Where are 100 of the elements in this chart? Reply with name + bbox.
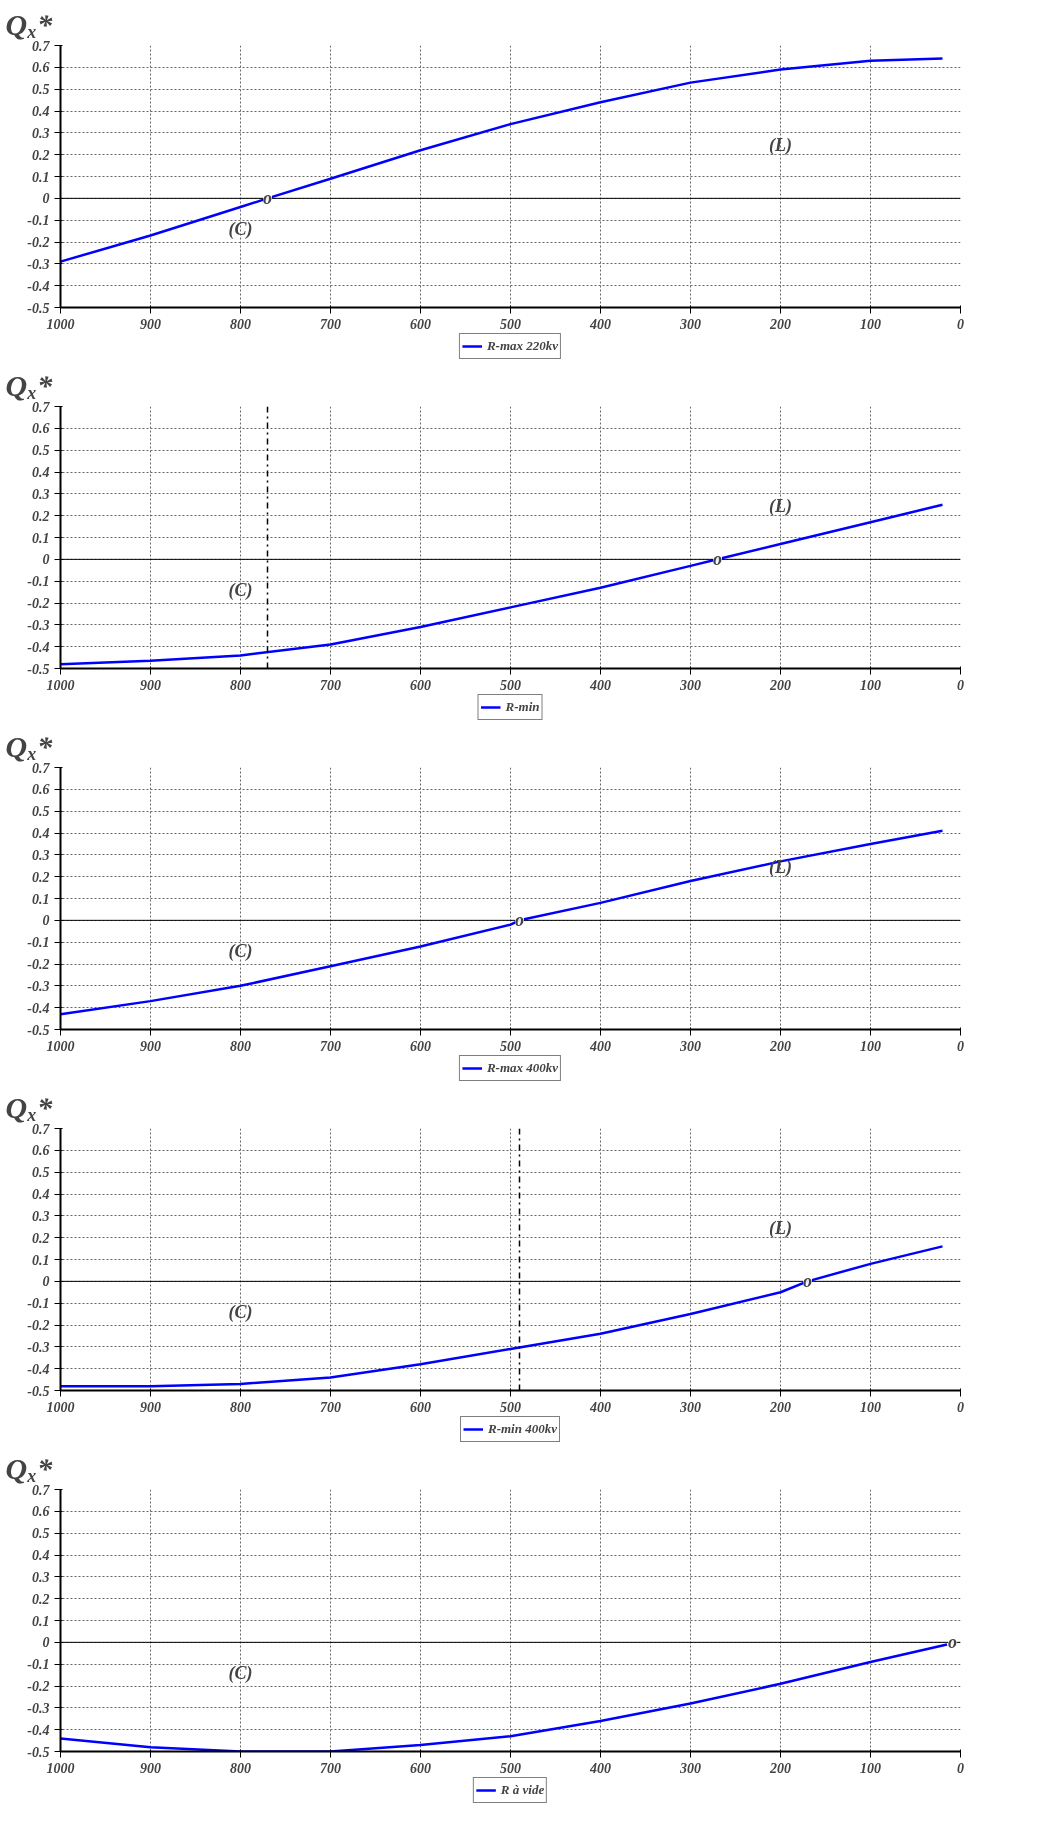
y-tick-label: 0.5 bbox=[32, 1165, 50, 1181]
x-tick-label: 800 bbox=[230, 677, 251, 693]
x-tick-label: 700 bbox=[320, 677, 341, 693]
y-tick-label: 0.3 bbox=[32, 1569, 50, 1585]
legend-label: R à vide bbox=[500, 1782, 545, 1798]
x-tick-label: 1000 bbox=[46, 677, 75, 693]
y-tick-label: -0.3 bbox=[27, 256, 50, 272]
x-tick-label: 600 bbox=[410, 316, 431, 332]
y-tick-label: 0 bbox=[42, 1635, 50, 1651]
annotation: (C) bbox=[228, 218, 253, 240]
y-tick-label: -0.3 bbox=[27, 978, 50, 994]
y-tick-label: 0.4 bbox=[32, 1548, 50, 1563]
x-tick-label: 200 bbox=[769, 1760, 791, 1776]
y-tick-label: 0.7 bbox=[32, 38, 51, 54]
y-tick-label: 0.6 bbox=[32, 782, 50, 798]
x-tick-label: 300 bbox=[679, 1760, 701, 1776]
x-tick-label: 800 bbox=[230, 316, 251, 332]
x-tick-label: 700 bbox=[320, 1399, 341, 1415]
y-tick-label: 0.2 bbox=[32, 147, 50, 163]
y-tick-label: -0.5 bbox=[27, 661, 50, 677]
y-tick-label: 0.5 bbox=[32, 443, 50, 459]
y-tick-label: 0.3 bbox=[32, 125, 50, 141]
x-tick-label: 0 bbox=[957, 677, 964, 693]
y-tick-label: 0.1 bbox=[32, 169, 50, 185]
x-tick-label: 400 bbox=[589, 1399, 611, 1415]
y-tick-label: 0.4 bbox=[32, 104, 50, 119]
y-tick-label: -0.2 bbox=[27, 1318, 50, 1333]
x-tick-label: 100 bbox=[860, 1399, 881, 1415]
x-tick-label: 400 bbox=[589, 1038, 611, 1054]
y-tick-label: 0.1 bbox=[32, 891, 50, 907]
x-tick-label: 300 bbox=[679, 1399, 701, 1415]
x-tick-label: 600 bbox=[410, 1038, 431, 1054]
annotation: (C) bbox=[228, 579, 253, 601]
y-tick-label: 0 bbox=[42, 191, 50, 207]
y-tick-label: 0.4 bbox=[32, 465, 50, 480]
y-tick-label: -0.1 bbox=[27, 1296, 50, 1312]
x-tick-label: 100 bbox=[860, 1038, 881, 1054]
annotation: (C) bbox=[228, 940, 253, 962]
x-tick-label: 500 bbox=[500, 1760, 521, 1776]
y-tick-label: 0.7 bbox=[32, 760, 51, 776]
y-tick-label: 0.4 bbox=[32, 1187, 50, 1202]
y-tick-label: -0.1 bbox=[27, 1657, 50, 1673]
y-tick-label: 0.5 bbox=[32, 1526, 50, 1542]
x-tick-label: 800 bbox=[230, 1399, 251, 1415]
legend-label: R-max 400kv bbox=[486, 1060, 559, 1076]
y-tick-label: 0.2 bbox=[32, 1591, 50, 1607]
x-tick-label: 0 bbox=[957, 1399, 964, 1415]
y-tick-label: 0.2 bbox=[32, 1230, 50, 1246]
x-tick-label: 700 bbox=[320, 316, 341, 332]
x-tick-label: 300 bbox=[679, 1038, 701, 1054]
y-axis-title: Qₓ* bbox=[5, 1451, 54, 1485]
x-tick-label: 0 bbox=[957, 316, 964, 332]
legend-label: R-max 220kv bbox=[486, 338, 559, 354]
y-axis-title: Qₓ* bbox=[5, 368, 54, 402]
x-tick-label: 200 bbox=[769, 677, 791, 693]
y-axis-title: Qₓ* bbox=[5, 7, 54, 41]
x-tick-label: 800 bbox=[230, 1760, 251, 1776]
y-tick-label: -0.2 bbox=[27, 1679, 50, 1694]
y-tick-label: 0.4 bbox=[32, 826, 50, 841]
x-tick-label: 900 bbox=[140, 1038, 161, 1054]
y-tick-label: 0.2 bbox=[32, 869, 50, 885]
y-tick-label: -0.4 bbox=[27, 1361, 50, 1377]
y-tick-label: 0.3 bbox=[32, 1208, 50, 1224]
x-tick-label: 500 bbox=[500, 1399, 521, 1415]
x-tick-label: 500 bbox=[500, 1038, 521, 1054]
x-tick-label: 200 bbox=[769, 1399, 791, 1415]
annotation: (C) bbox=[228, 1662, 253, 1684]
x-tick-label: 500 bbox=[500, 316, 521, 332]
x-tick-label: 100 bbox=[860, 316, 881, 332]
x-tick-label: 0 bbox=[957, 1038, 964, 1054]
x-tick-label: 700 bbox=[320, 1760, 341, 1776]
y-tick-label: 0.3 bbox=[32, 847, 50, 863]
x-tick-label: 100 bbox=[860, 1760, 881, 1776]
annotation: (L) bbox=[769, 857, 792, 879]
annotation: (L) bbox=[769, 1218, 792, 1240]
y-tick-label: -0.4 bbox=[27, 1000, 50, 1016]
y-tick-label: 0.7 bbox=[32, 1121, 51, 1137]
y-tick-label: -0.5 bbox=[27, 1383, 50, 1399]
annotation: (L) bbox=[769, 496, 792, 518]
x-tick-label: 500 bbox=[500, 677, 521, 693]
y-tick-label: -0.1 bbox=[27, 574, 50, 590]
x-tick-label: 600 bbox=[410, 1760, 431, 1776]
annotation: o bbox=[947, 1632, 957, 1653]
y-tick-label: 0 bbox=[42, 913, 50, 929]
y-tick-label: 0.6 bbox=[32, 60, 50, 76]
y-axis-title: Qₓ* bbox=[5, 1090, 54, 1124]
y-tick-label: -0.4 bbox=[27, 278, 50, 294]
y-axis-title: Qₓ* bbox=[5, 729, 54, 763]
x-tick-label: 700 bbox=[320, 1038, 341, 1054]
y-tick-label: 0.1 bbox=[32, 1613, 50, 1629]
x-tick-label: 600 bbox=[410, 677, 431, 693]
y-tick-label: 0.6 bbox=[32, 1143, 50, 1159]
x-tick-label: 900 bbox=[140, 1760, 161, 1776]
y-tick-label: 0.6 bbox=[32, 421, 50, 437]
y-tick-label: -0.3 bbox=[27, 1700, 50, 1716]
x-tick-label: 400 bbox=[589, 1760, 611, 1776]
x-tick-label: 300 bbox=[679, 316, 701, 332]
annotation: (C) bbox=[228, 1301, 253, 1323]
y-tick-label: -0.4 bbox=[27, 639, 50, 655]
y-tick-label: 0.6 bbox=[32, 1504, 50, 1520]
